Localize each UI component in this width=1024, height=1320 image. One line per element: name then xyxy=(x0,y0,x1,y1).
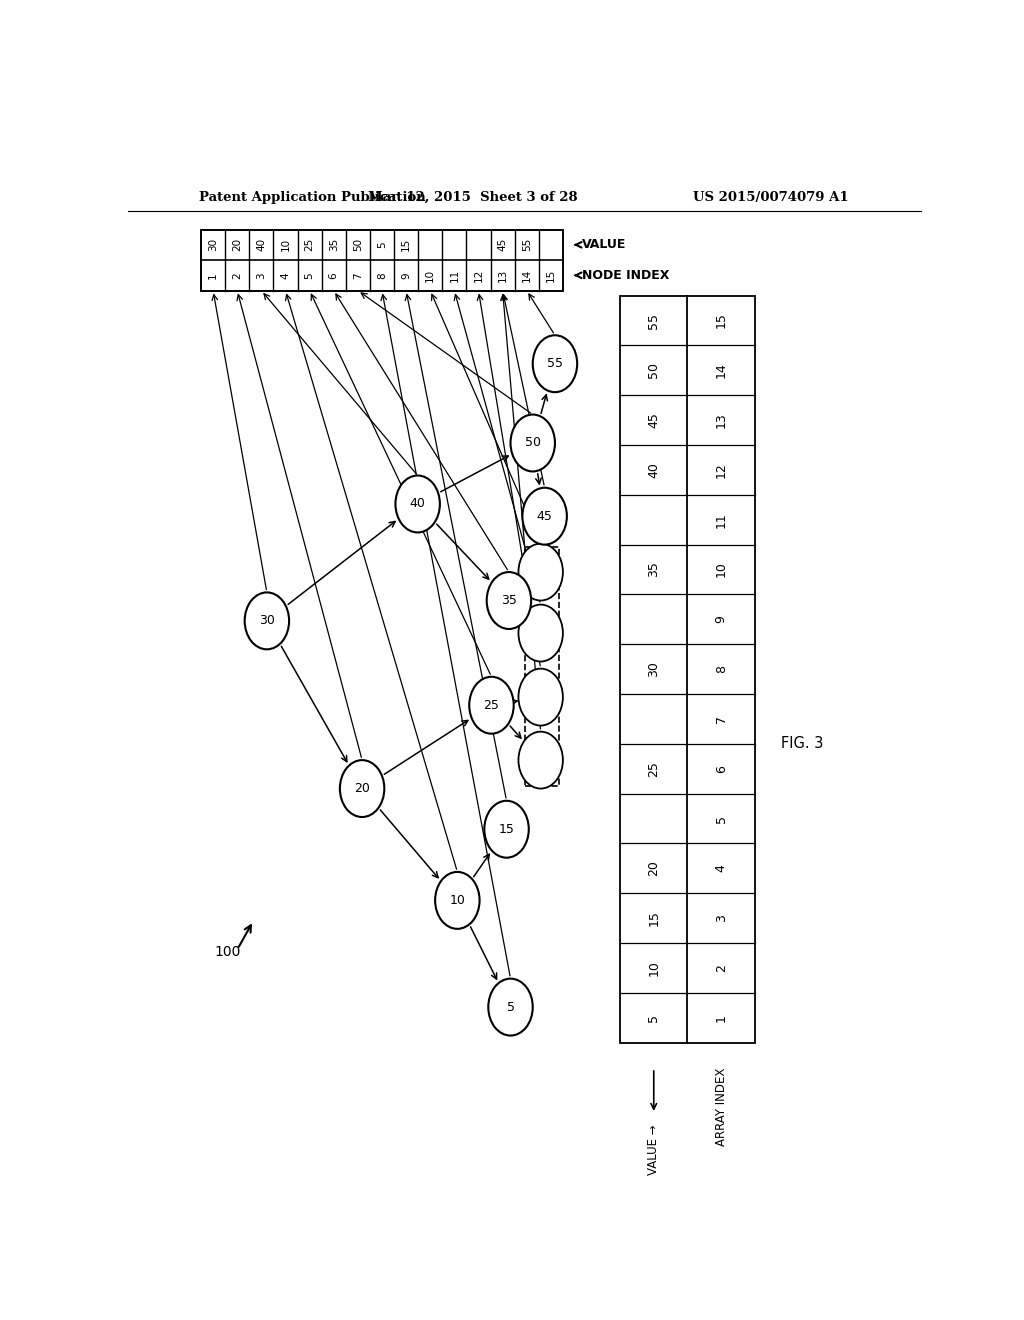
Text: 2: 2 xyxy=(232,272,243,279)
Text: 6: 6 xyxy=(329,272,339,279)
Text: 10: 10 xyxy=(647,960,660,975)
Text: 5: 5 xyxy=(377,242,387,248)
Circle shape xyxy=(340,760,384,817)
Circle shape xyxy=(518,669,563,726)
Text: 15: 15 xyxy=(401,238,411,251)
Text: 15: 15 xyxy=(715,313,728,329)
Text: 5: 5 xyxy=(647,1014,660,1022)
Text: 20: 20 xyxy=(647,861,660,876)
Text: FIG. 3: FIG. 3 xyxy=(781,737,823,751)
Text: 35: 35 xyxy=(647,561,660,577)
Text: 5: 5 xyxy=(304,272,314,279)
Text: 40: 40 xyxy=(647,462,660,478)
Text: 3: 3 xyxy=(256,272,266,279)
Text: 8: 8 xyxy=(715,665,728,673)
Circle shape xyxy=(522,487,567,545)
Text: 4: 4 xyxy=(281,272,291,279)
Text: Patent Application Publication: Patent Application Publication xyxy=(200,190,426,203)
Text: 25: 25 xyxy=(483,698,500,711)
Text: 10: 10 xyxy=(450,894,465,907)
Text: 20: 20 xyxy=(232,238,243,251)
Circle shape xyxy=(484,801,528,858)
Text: 1: 1 xyxy=(208,272,218,279)
Text: 3: 3 xyxy=(715,915,728,923)
Text: 2: 2 xyxy=(715,964,728,972)
Circle shape xyxy=(518,544,563,601)
Text: 25: 25 xyxy=(647,760,660,776)
Text: 100: 100 xyxy=(214,945,241,960)
Text: 11: 11 xyxy=(450,269,460,282)
Circle shape xyxy=(395,475,440,532)
Text: 9: 9 xyxy=(715,615,728,623)
Text: 10: 10 xyxy=(281,238,291,251)
Text: 25: 25 xyxy=(304,238,314,251)
Text: 30: 30 xyxy=(647,661,660,677)
Text: 55: 55 xyxy=(521,238,531,251)
Text: 20: 20 xyxy=(354,781,370,795)
Bar xyxy=(201,230,563,290)
Text: 45: 45 xyxy=(647,412,660,428)
Text: Mar. 12, 2015  Sheet 3 of 28: Mar. 12, 2015 Sheet 3 of 28 xyxy=(369,190,578,203)
Circle shape xyxy=(488,978,532,1036)
Text: 10: 10 xyxy=(715,561,728,577)
Text: 13: 13 xyxy=(498,269,508,282)
Bar xyxy=(620,296,755,1043)
Text: 8: 8 xyxy=(377,272,387,279)
Text: 45: 45 xyxy=(537,510,553,523)
Circle shape xyxy=(532,335,578,392)
Text: 10: 10 xyxy=(425,269,435,282)
Text: 50: 50 xyxy=(647,362,660,379)
Text: 5: 5 xyxy=(507,1001,514,1014)
Circle shape xyxy=(245,593,289,649)
Circle shape xyxy=(511,414,555,471)
Text: NODE INDEX: NODE INDEX xyxy=(582,269,670,281)
Text: 40: 40 xyxy=(410,498,426,511)
Text: 12: 12 xyxy=(715,462,728,478)
Text: 13: 13 xyxy=(715,412,728,428)
Bar xyxy=(524,546,559,785)
Text: 15: 15 xyxy=(546,269,556,282)
Text: 12: 12 xyxy=(473,269,483,282)
Text: 30: 30 xyxy=(208,238,218,251)
Circle shape xyxy=(469,677,514,734)
Text: US 2015/0074079 A1: US 2015/0074079 A1 xyxy=(693,190,849,203)
Text: 15: 15 xyxy=(499,822,514,836)
Circle shape xyxy=(518,605,563,661)
Text: ARRAY INDEX: ARRAY INDEX xyxy=(715,1068,728,1147)
Circle shape xyxy=(435,873,479,929)
Text: 1: 1 xyxy=(715,1014,728,1022)
Circle shape xyxy=(518,731,563,788)
Text: 7: 7 xyxy=(353,272,362,279)
Text: 55: 55 xyxy=(647,313,660,329)
Text: VALUE: VALUE xyxy=(582,239,627,251)
Circle shape xyxy=(486,572,531,630)
Text: 14: 14 xyxy=(715,363,728,379)
Text: 50: 50 xyxy=(353,238,362,251)
Text: 14: 14 xyxy=(521,269,531,282)
Text: 55: 55 xyxy=(547,358,563,370)
Text: 35: 35 xyxy=(329,238,339,251)
Text: 9: 9 xyxy=(401,272,411,279)
Text: 30: 30 xyxy=(259,614,274,627)
Text: 40: 40 xyxy=(256,238,266,251)
Text: VALUE →: VALUE → xyxy=(647,1125,660,1175)
Text: 4: 4 xyxy=(715,865,728,873)
Text: 45: 45 xyxy=(498,238,508,251)
Text: 15: 15 xyxy=(647,911,660,927)
Text: 7: 7 xyxy=(715,715,728,723)
Text: 5: 5 xyxy=(715,814,728,822)
Text: 11: 11 xyxy=(715,512,728,528)
Text: 6: 6 xyxy=(715,764,728,772)
Text: 35: 35 xyxy=(501,594,517,607)
Text: 50: 50 xyxy=(524,437,541,450)
